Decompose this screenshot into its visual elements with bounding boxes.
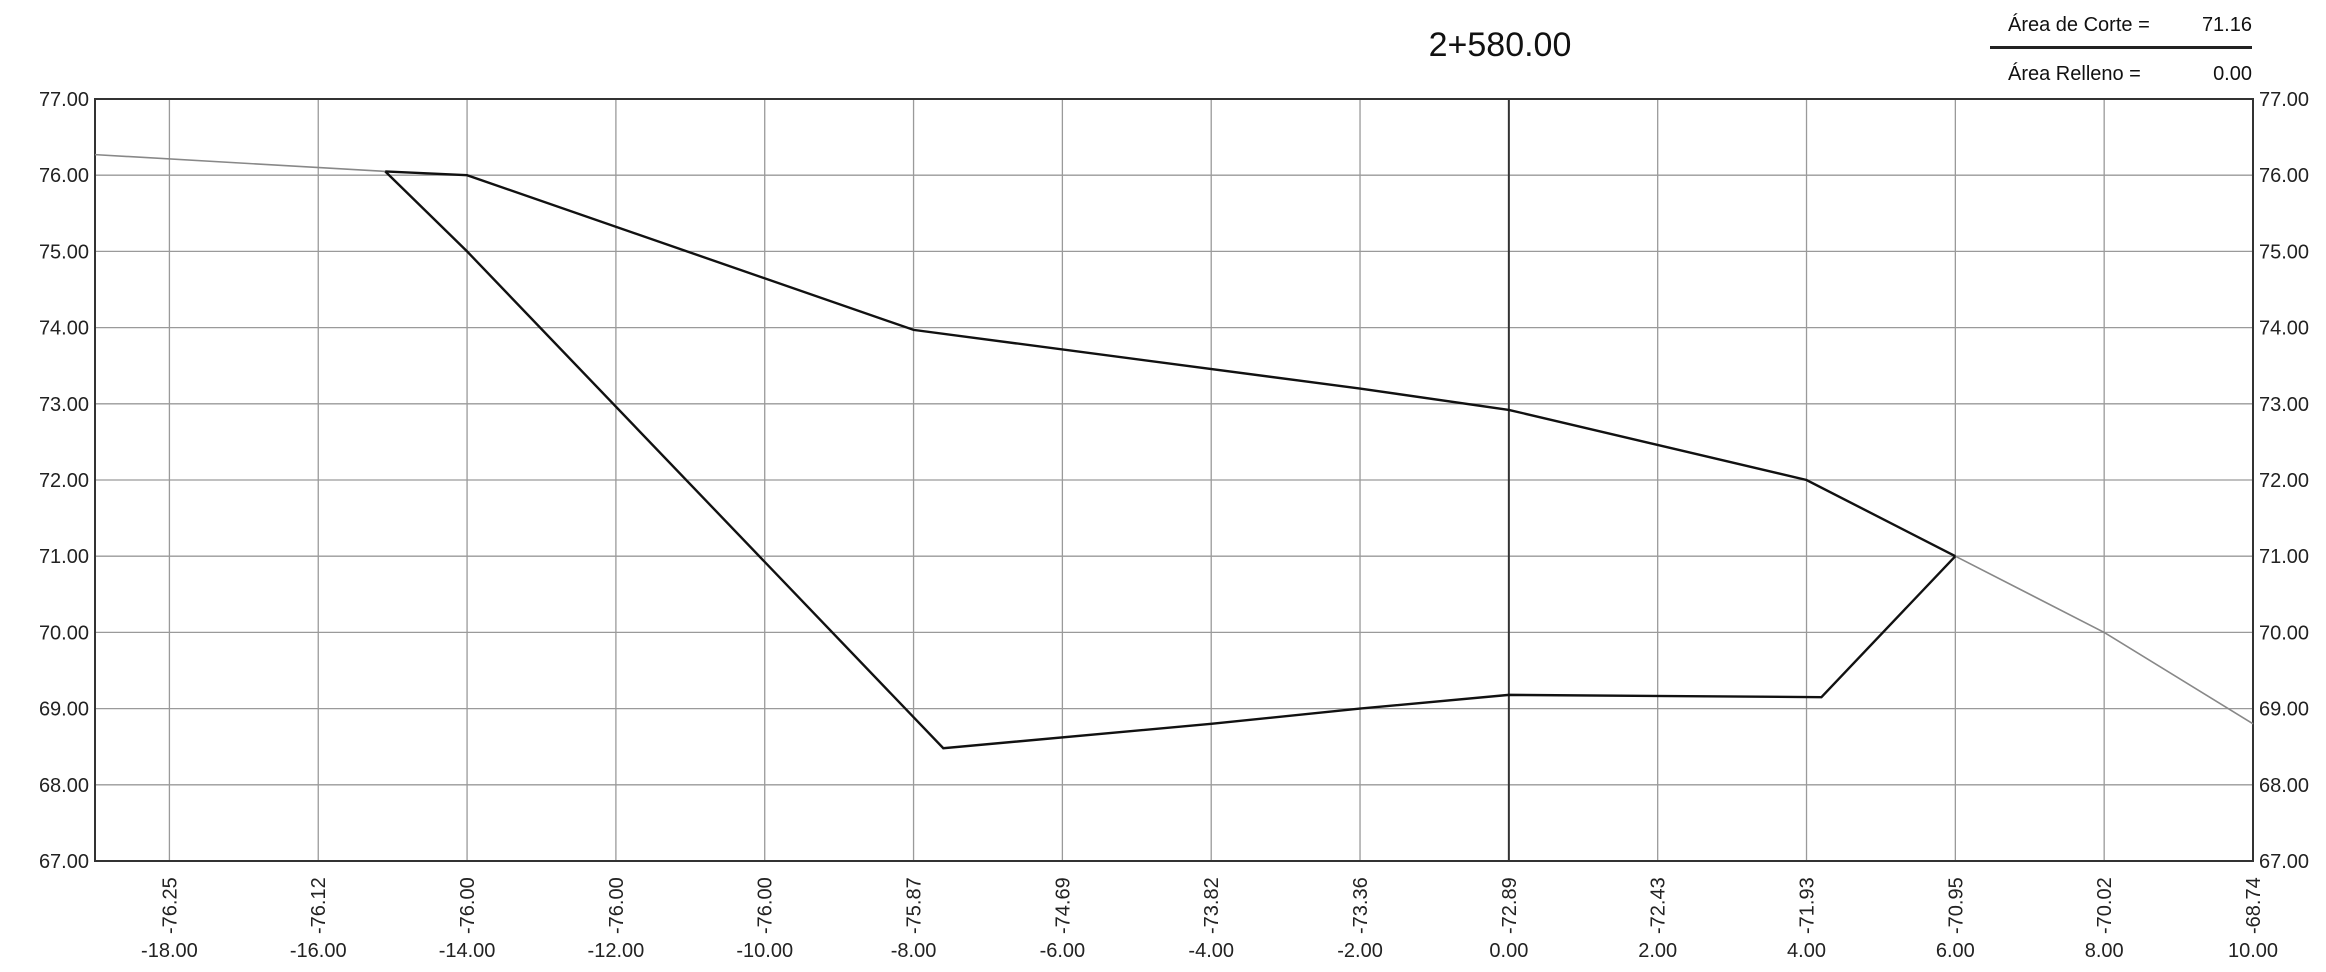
y-tick-label-left: 73.00 xyxy=(39,394,89,416)
x-tick-label: -6.00 xyxy=(1040,940,1086,962)
y-tick-label-right: 69.00 xyxy=(2259,699,2309,721)
terrain-line-right xyxy=(1954,555,2254,725)
y-tick-label-left: 75.00 xyxy=(39,241,89,263)
x-tick-label: -12.00 xyxy=(588,940,645,962)
x-tick-label: -14.00 xyxy=(439,940,496,962)
x-tick-label: 8.00 xyxy=(2085,940,2124,962)
elevation-label: -73.82 xyxy=(1201,877,1223,934)
y-tick-label-left: 69.00 xyxy=(39,699,89,721)
x-tick-label: -10.00 xyxy=(736,940,793,962)
cut-area-row: Área de Corte = 71.16 xyxy=(1990,8,2252,42)
y-tick-label-right: 67.00 xyxy=(2259,851,2309,873)
y-tick-label-left: 76.00 xyxy=(39,165,89,187)
fill-area-row: Área Relleno = 0.00 xyxy=(1990,57,2252,91)
x-tick-label: 4.00 xyxy=(1787,940,1826,962)
x-tick-label: 6.00 xyxy=(1936,940,1975,962)
y-tick-label-right: 71.00 xyxy=(2259,546,2309,568)
elevation-label: -74.69 xyxy=(1052,877,1074,934)
y-tick-label-left: 71.00 xyxy=(39,546,89,568)
y-tick-label-left: 68.00 xyxy=(39,775,89,797)
y-tick-label-left: 70.00 xyxy=(39,622,89,644)
elevation-label: -70.95 xyxy=(1945,877,1967,934)
y-tick-label-left: 74.00 xyxy=(39,318,89,340)
elevation-label: -76.00 xyxy=(606,877,628,934)
elevation-label: -76.25 xyxy=(159,877,181,934)
elevation-label: -72.43 xyxy=(1648,877,1670,934)
area-summary: Área de Corte = 71.16 Área Relleno = 0.0… xyxy=(1990,8,2252,91)
elevation-label: -72.89 xyxy=(1499,877,1521,934)
cut-area-label: Área de Corte = xyxy=(2008,14,2150,36)
plot-border xyxy=(94,98,2254,862)
fill-area-value: 0.00 xyxy=(2213,63,2252,85)
section-lines xyxy=(94,153,2254,750)
x-tick-label: -18.00 xyxy=(141,940,198,962)
area-divider xyxy=(1990,46,2252,49)
x-tick-label: -8.00 xyxy=(891,940,937,962)
y-tick-label-right: 77.00 xyxy=(2259,89,2309,111)
x-tick-label: -2.00 xyxy=(1337,940,1383,962)
design-section-line xyxy=(384,170,1957,750)
elevation-label: -75.87 xyxy=(904,877,926,934)
fill-area-label: Área Relleno = xyxy=(2008,63,2141,85)
elevation-label: -73.36 xyxy=(1350,877,1372,934)
x-tick-label: -16.00 xyxy=(290,940,347,962)
y-tick-label-left: 77.00 xyxy=(39,89,89,111)
y-tick-label-right: 73.00 xyxy=(2259,394,2309,416)
axis-labels: 67.00 67.00 68.00 68.00 69.00 69.00 70.00 70.00… xyxy=(39,89,2309,962)
elevation-label: -70.02 xyxy=(2094,877,2116,934)
y-tick-label-right: 74.00 xyxy=(2259,318,2309,340)
y-tick-label-right: 70.00 xyxy=(2259,622,2309,644)
terrain-line xyxy=(385,170,1956,558)
y-tick-label-left: 67.00 xyxy=(39,851,89,873)
y-tick-label-right: 72.00 xyxy=(2259,470,2309,492)
y-tick-label-right: 76.00 xyxy=(2259,165,2309,187)
grid-lines xyxy=(95,98,2254,862)
station-title: 2+580.00 xyxy=(1428,26,1572,64)
y-tick-label-left: 72.00 xyxy=(39,470,89,492)
y-tick-label-right: 68.00 xyxy=(2259,775,2309,797)
elevation-label: -71.93 xyxy=(1797,877,1819,934)
plot-frame xyxy=(94,98,2254,862)
x-tick-label: 10.00 xyxy=(2228,940,2278,962)
y-tick-label-right: 75.00 xyxy=(2259,241,2309,263)
elevation-label: -76.00 xyxy=(457,877,479,934)
terrain-line-left xyxy=(94,153,386,173)
x-tick-label: -4.00 xyxy=(1188,940,1234,962)
x-tick-label: 2.00 xyxy=(1638,940,1677,962)
cut-area-value: 71.16 xyxy=(2201,14,2252,36)
elevation-label: -68.74 xyxy=(2243,877,2265,934)
elevation-label: -76.12 xyxy=(308,877,330,934)
x-tick-label: 0.00 xyxy=(1489,940,1528,962)
elevation-label: -76.00 xyxy=(755,877,777,934)
